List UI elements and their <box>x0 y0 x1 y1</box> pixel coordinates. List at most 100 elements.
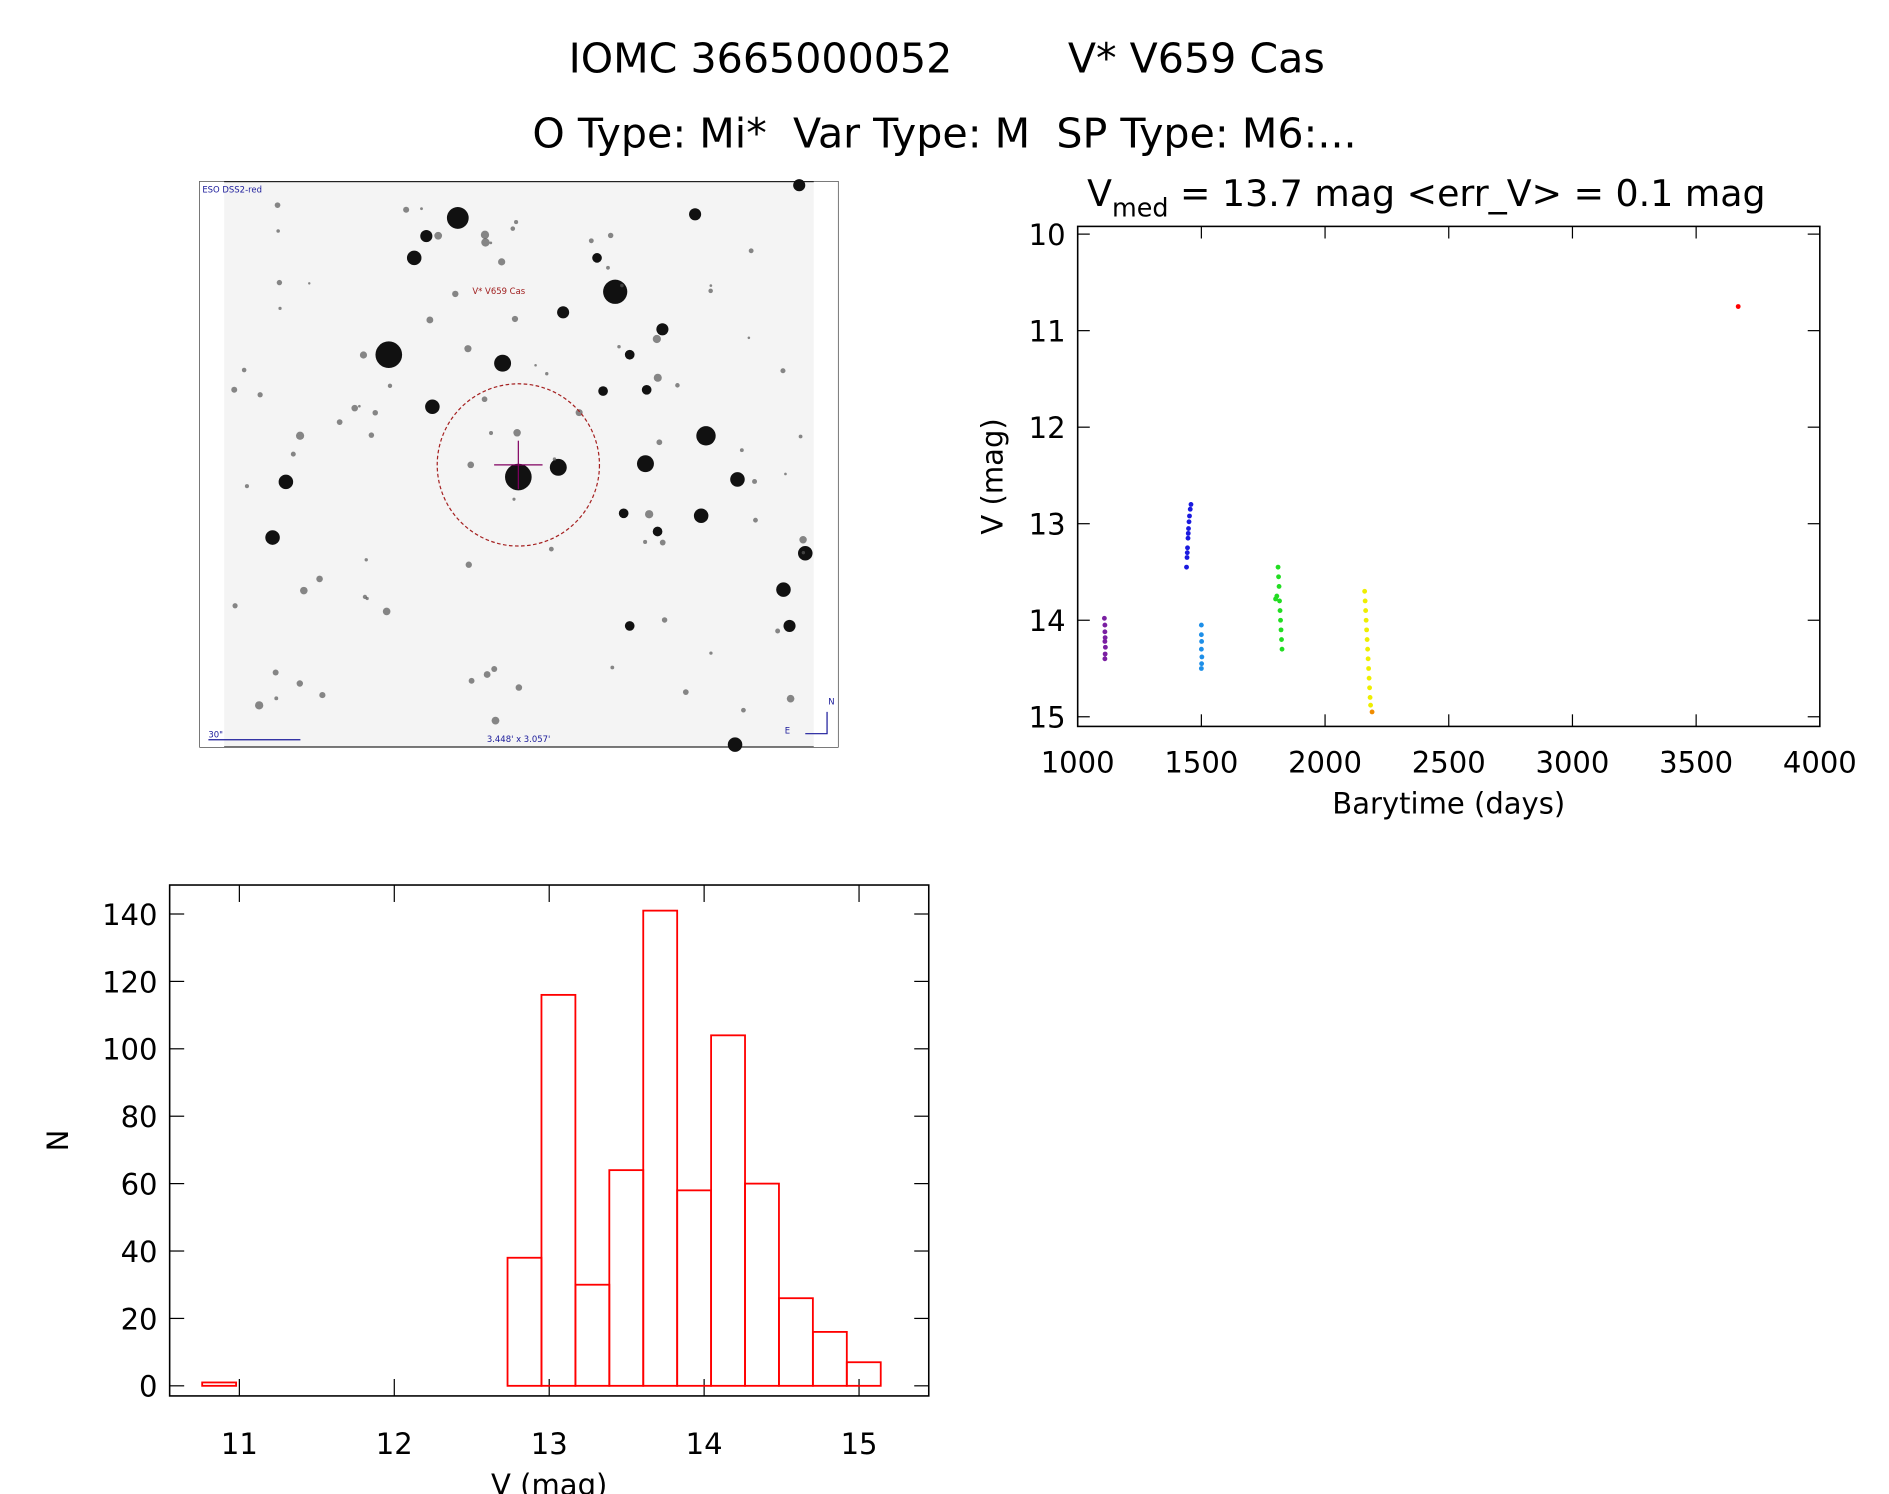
star <box>645 510 654 519</box>
data-point <box>1276 574 1281 580</box>
star <box>513 429 521 437</box>
star <box>480 230 490 239</box>
x-tick-label: 2000 <box>1288 745 1362 779</box>
y-tick-label: 11 <box>1029 315 1066 349</box>
data-point <box>1198 666 1204 671</box>
star <box>549 458 567 476</box>
north-label: N <box>828 697 834 707</box>
x-tick-label: 3000 <box>1535 745 1609 779</box>
star <box>316 575 323 583</box>
target-circle <box>436 383 601 547</box>
y-tick-label: 120 <box>102 965 157 999</box>
star <box>747 336 751 340</box>
y-axis-label: N <box>41 1130 75 1152</box>
data-point <box>1185 535 1191 541</box>
data-point <box>1275 564 1281 570</box>
star <box>336 419 343 425</box>
star <box>368 432 375 438</box>
star <box>652 526 663 537</box>
star <box>489 431 494 436</box>
star <box>491 665 498 672</box>
star <box>575 409 583 417</box>
bar <box>608 1169 645 1387</box>
star <box>257 392 263 398</box>
data-point <box>1277 608 1283 614</box>
data-point <box>1186 526 1191 531</box>
data-point <box>1199 654 1205 660</box>
data-point <box>1185 545 1190 551</box>
star <box>468 677 475 684</box>
star <box>656 439 663 446</box>
bar <box>710 1034 746 1387</box>
star <box>489 241 493 245</box>
star <box>278 306 282 311</box>
y-tick-label: 140 <box>102 898 157 932</box>
star <box>552 457 557 461</box>
star <box>748 248 754 254</box>
star <box>362 594 368 599</box>
bar <box>201 1381 238 1387</box>
star <box>232 603 238 609</box>
star <box>446 207 469 229</box>
data-point <box>1363 608 1369 614</box>
title-v: V <box>1087 172 1112 215</box>
plot-frame <box>1076 225 1821 728</box>
star <box>689 208 702 221</box>
star <box>452 290 459 298</box>
star <box>739 448 744 453</box>
y-tick-label: 20 <box>121 1302 158 1336</box>
star <box>752 478 758 484</box>
image-border <box>199 181 225 747</box>
data-point <box>1278 617 1283 623</box>
bar <box>744 1182 780 1387</box>
star <box>481 396 488 403</box>
y-axis-label: V (mag) <box>976 418 1010 534</box>
star <box>620 283 624 288</box>
star <box>359 351 368 359</box>
data-point <box>1279 637 1284 642</box>
star <box>598 386 608 396</box>
star <box>372 409 378 416</box>
y-tick-label: 10 <box>1029 218 1066 252</box>
star <box>682 689 689 695</box>
data-point <box>1198 632 1204 638</box>
star <box>510 226 516 231</box>
star <box>652 334 661 344</box>
star <box>588 238 594 244</box>
star <box>296 680 304 687</box>
star <box>241 367 247 373</box>
data-point <box>1362 588 1368 594</box>
data-point <box>1186 519 1192 525</box>
image-border <box>813 181 838 747</box>
star <box>592 253 602 263</box>
data-point <box>1367 685 1373 691</box>
x-tick-label: 13 <box>531 1427 568 1461</box>
star <box>607 232 614 239</box>
target-label: V* V659 Cas <box>472 286 525 296</box>
star <box>709 651 713 655</box>
star <box>515 684 523 691</box>
star <box>675 383 680 388</box>
data-point <box>1198 622 1204 628</box>
star <box>656 323 669 336</box>
y-tick-label: 80 <box>121 1100 158 1134</box>
data-point <box>1279 646 1285 652</box>
star <box>498 258 506 266</box>
lc-title: Vmed = 13.7 mag <err_V> = 0.1 mag <box>1087 172 1765 223</box>
data-point <box>1102 656 1108 662</box>
star <box>276 229 280 233</box>
title-sub: med <box>1112 193 1169 223</box>
star <box>494 354 512 372</box>
data-point <box>1368 702 1374 708</box>
star <box>244 484 250 489</box>
star <box>231 386 238 393</box>
data-point <box>1102 629 1108 635</box>
star <box>274 202 281 208</box>
title-id: IOMC 3665000052 <box>569 35 953 83</box>
star <box>426 316 434 324</box>
y-tick-label: 0 <box>139 1370 157 1404</box>
star <box>617 344 621 349</box>
star <box>467 461 475 469</box>
